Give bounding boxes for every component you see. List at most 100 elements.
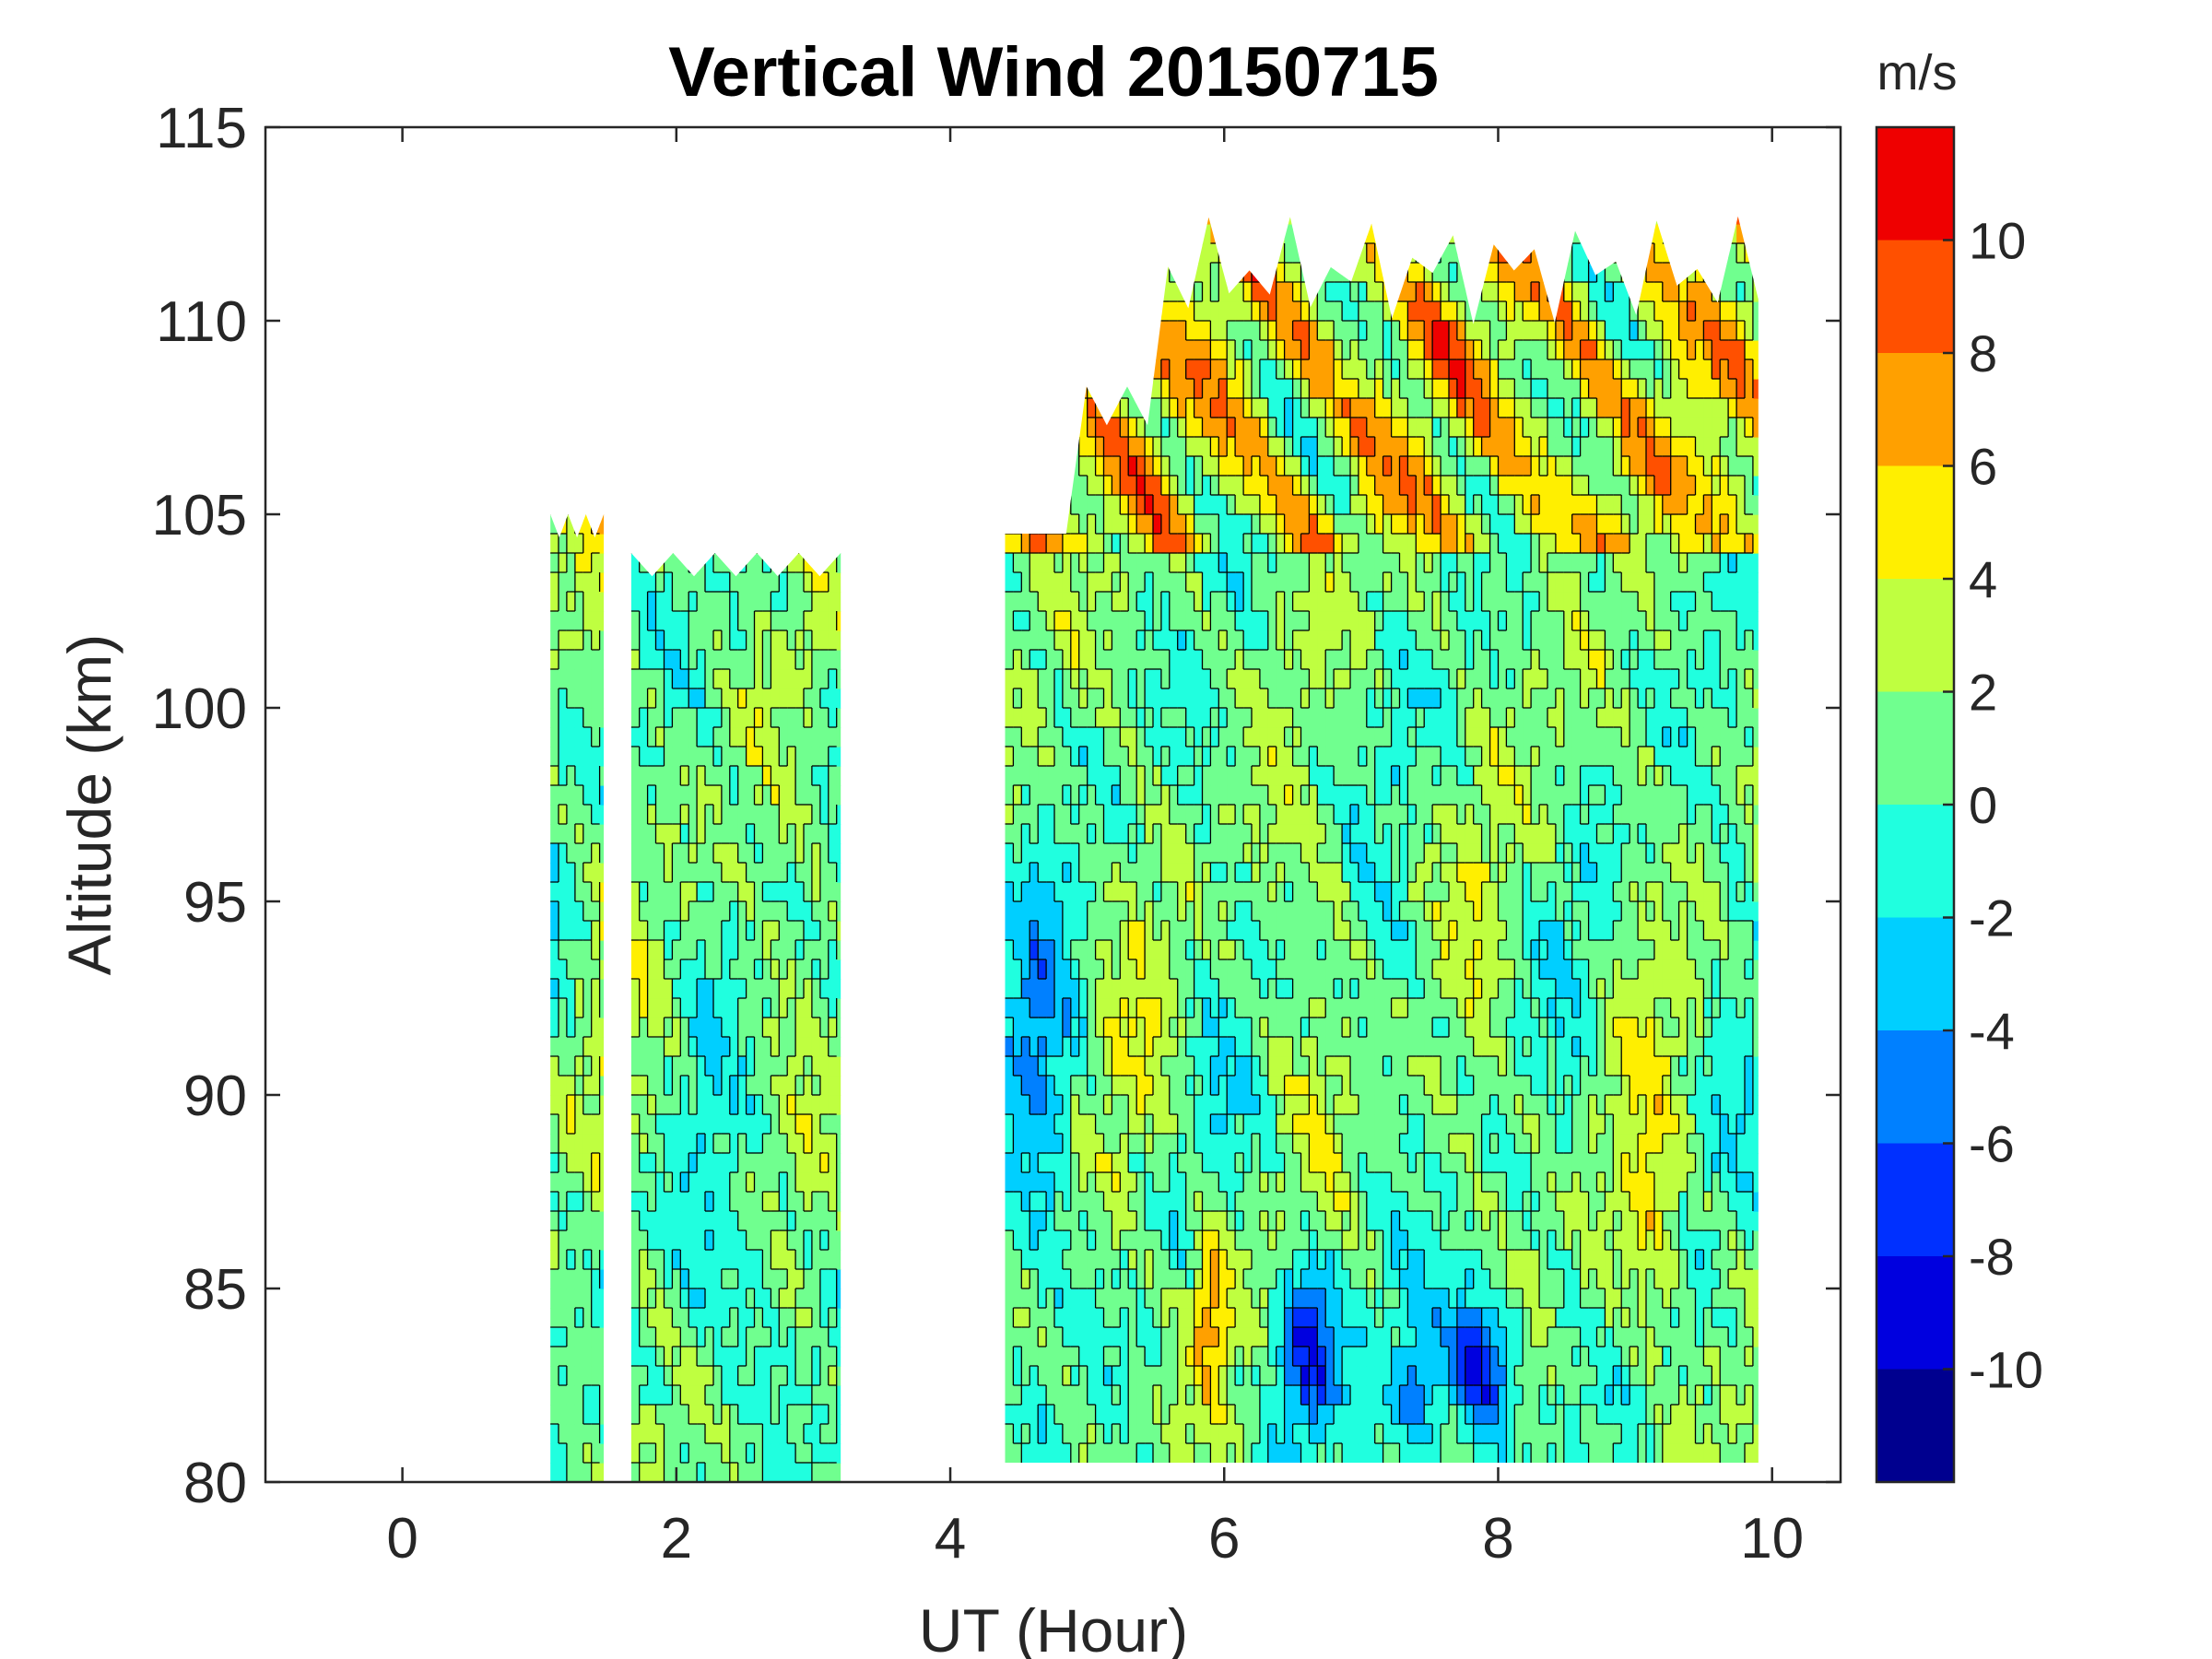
contour-cell <box>1300 1366 1310 1386</box>
contour-cell <box>680 1037 689 1057</box>
contour-cell <box>1292 611 1302 631</box>
contour-cell <box>804 1037 813 1057</box>
contour-cell <box>1210 1095 1219 1115</box>
contour-cell <box>705 1366 714 1386</box>
contour-cell <box>1030 1211 1039 1231</box>
contour-cell <box>1095 1347 1105 1367</box>
contour-cell <box>574 921 584 941</box>
contour-cell <box>647 1153 657 1173</box>
contour-cell <box>721 766 731 786</box>
contour-cell <box>647 766 657 786</box>
contour-cell <box>1169 901 1179 922</box>
contour-cell <box>1407 708 1417 728</box>
contour-cell <box>1095 901 1105 922</box>
contour-cell <box>1366 863 1376 883</box>
contour-cell <box>574 1076 584 1096</box>
contour-cell <box>697 1250 706 1270</box>
contour-cell <box>1317 1405 1326 1425</box>
contour-cell <box>713 1037 723 1057</box>
contour-cell <box>1103 514 1112 535</box>
contour-cell <box>819 1134 830 1154</box>
contour-cell <box>1292 553 1302 573</box>
contour-cell <box>1136 495 1146 515</box>
contour-cell <box>1267 418 1277 438</box>
contour-cell <box>1334 650 1343 670</box>
contour-cell <box>688 785 698 806</box>
contour-cell <box>705 1172 714 1193</box>
contour-cell <box>787 1308 796 1328</box>
contour-cell <box>804 650 813 670</box>
contour-cell <box>1300 1076 1310 1096</box>
contour-cell <box>828 1366 838 1386</box>
contour-cell <box>754 1405 763 1425</box>
contour-cell <box>1160 747 1171 767</box>
contour-cell <box>655 1443 665 1464</box>
contour-cell <box>1128 1327 1137 1347</box>
contour-cell <box>721 1288 731 1309</box>
contour-cell <box>729 824 739 844</box>
contour-cell <box>1202 340 1211 360</box>
contour-cell <box>1030 688 1039 709</box>
contour-cell <box>574 1347 584 1367</box>
contour-cell <box>559 1405 568 1425</box>
contour-cell <box>1325 1269 1335 1289</box>
contour-cell <box>1267 630 1277 651</box>
contour-cell <box>1252 359 1261 380</box>
contour-cell <box>1103 1405 1112 1425</box>
contour-cell <box>1030 1095 1039 1115</box>
contour-cell <box>1005 1037 1014 1057</box>
contour-cell <box>746 901 756 922</box>
contour-cell <box>804 1230 813 1251</box>
contour-cell <box>1317 630 1326 651</box>
contour-cell <box>1227 1056 1236 1077</box>
contour-cell <box>1169 630 1179 651</box>
contour-cell <box>1227 282 1236 302</box>
contour-cell <box>574 1134 584 1154</box>
contour-cell <box>737 1385 747 1406</box>
contour-cell <box>1046 1114 1055 1135</box>
contour-cell <box>1078 592 1088 612</box>
contour-cell <box>795 1308 805 1328</box>
contour-cell <box>1062 1192 1072 1212</box>
contour-cell <box>1399 959 1408 980</box>
contour-cell <box>655 1288 665 1309</box>
contour-cell <box>1407 688 1417 709</box>
contour-cell <box>1210 263 1219 283</box>
contour-cell <box>771 708 780 728</box>
contour-cell <box>582 1385 593 1406</box>
contour-cell <box>1087 1269 1097 1289</box>
contour-cell <box>582 1443 593 1464</box>
contour-cell <box>599 1230 605 1251</box>
contour-cell <box>1325 398 1335 418</box>
contour-cell <box>804 824 813 844</box>
contour-cell <box>1416 1211 1425 1231</box>
contour-cell <box>1325 456 1335 477</box>
contour-cell <box>1013 1347 1022 1367</box>
contour-cell <box>639 611 649 631</box>
contour-cell <box>1366 1056 1376 1077</box>
contour-cell <box>762 1250 771 1270</box>
contour-cell <box>1391 1405 1401 1425</box>
contour-cell <box>795 1463 805 1483</box>
contour-cell <box>1284 534 1294 554</box>
contour-cell <box>1252 1076 1261 1096</box>
contour-cell <box>1153 1385 1162 1406</box>
contour-cell <box>697 572 706 593</box>
contour-cell <box>737 1405 747 1425</box>
contour-cell <box>1259 998 1269 1018</box>
contour-cell <box>787 1463 796 1483</box>
contour-cell <box>647 669 657 689</box>
contour-cell <box>599 1443 605 1464</box>
contour-cell <box>655 1269 665 1289</box>
contour-cell <box>804 785 813 806</box>
contour-cell <box>582 592 593 612</box>
contour-cell <box>1424 1172 1433 1193</box>
contour-cell <box>1062 1269 1072 1289</box>
contour-cell <box>591 901 601 922</box>
contour-cell <box>1153 1327 1162 1347</box>
contour-cell <box>1095 1076 1105 1096</box>
contour-cell <box>680 650 689 670</box>
contour-cell <box>828 1347 838 1367</box>
contour-cell <box>771 1134 780 1154</box>
contour-cell <box>737 785 747 806</box>
